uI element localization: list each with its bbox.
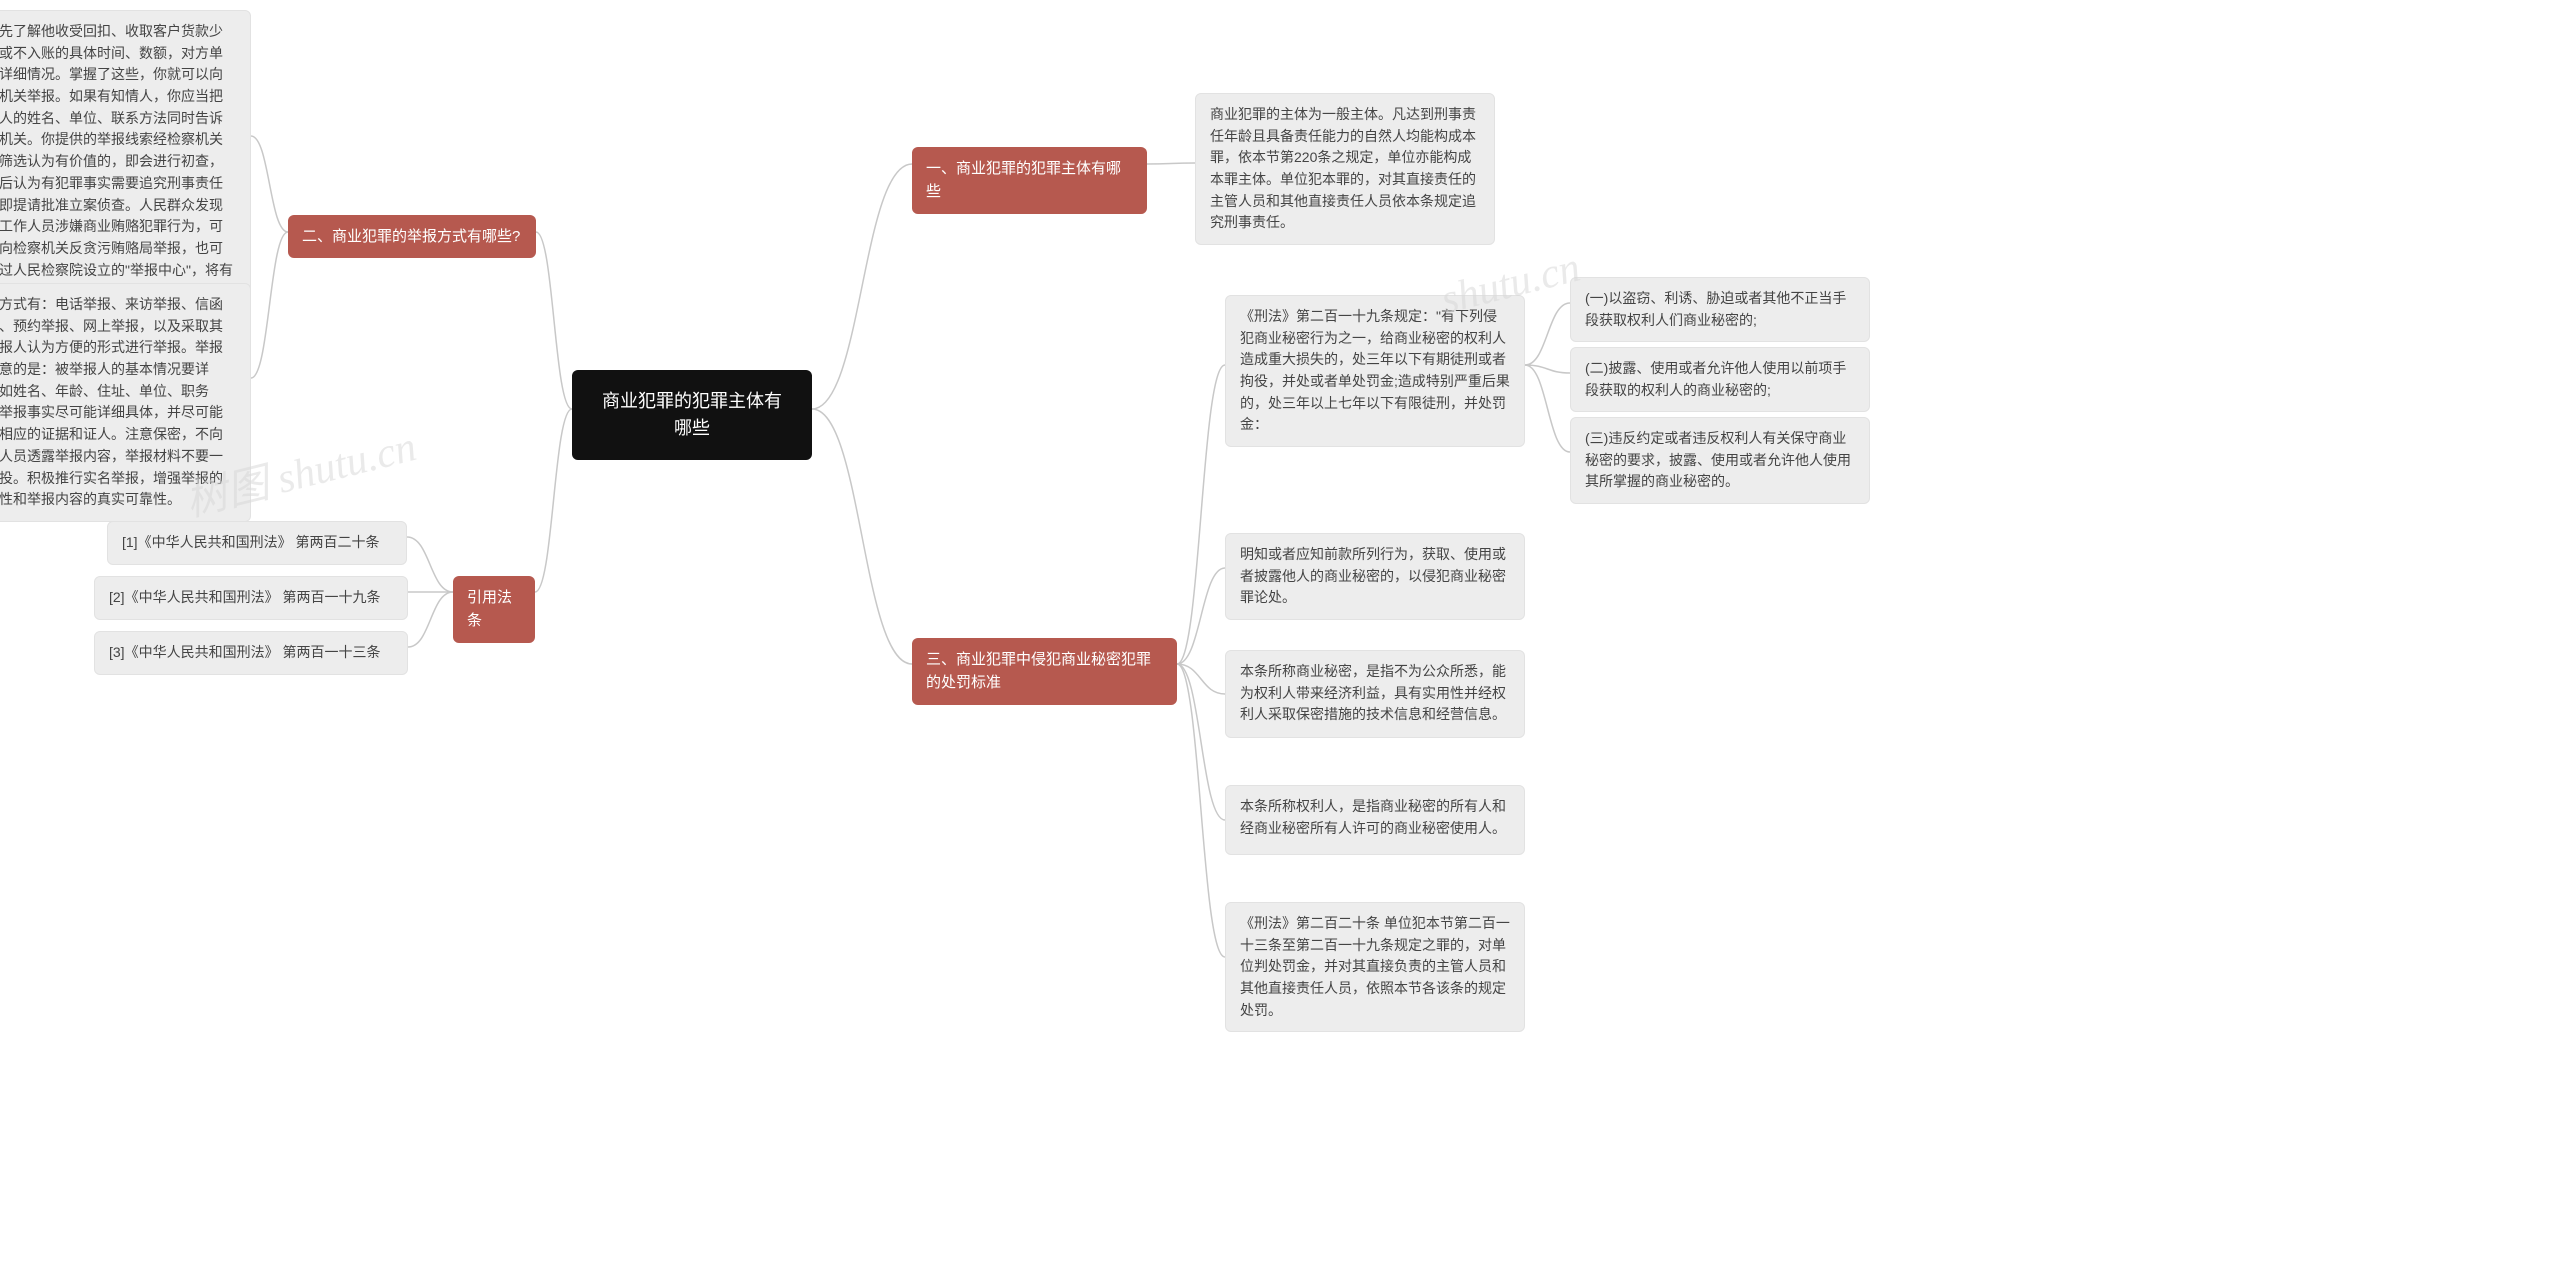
leaf-r3b: 明知或者应知前款所列行为，获取、使用或者披露他人的商业秘密的，以侵犯商业秘密罪论…	[1225, 533, 1525, 620]
leaf-r3a: 《刑法》第二百一十九条规定："有下列侵犯商业秘密行为之一，给商业秘密的权利人造成…	[1225, 295, 1525, 447]
connector	[407, 537, 453, 592]
leaf-r3a3: (三)违反约定或者违反权利人有关保守商业秘密的要求，披露、使用或者允许他人使用其…	[1570, 417, 1870, 504]
connector	[1177, 664, 1225, 694]
connector	[536, 232, 572, 409]
connector	[1147, 163, 1195, 164]
branch-l4: 引用法条	[453, 576, 535, 643]
leaf-l4a: [1]《中华人民共和国刑法》 第两百二十条	[107, 521, 407, 565]
leaf-l2a: 可以先了解他收受回扣、收取客户货款少入账或不入账的具体时间、数额，对方单位等详细…	[0, 10, 251, 314]
leaf-l4b: [2]《中华人民共和国刑法》 第两百一十九条	[94, 576, 408, 620]
branch-r3: 三、商业犯罪中侵犯商业秘密犯罪的处罚标准	[912, 638, 1177, 705]
connector	[251, 136, 288, 232]
leaf-r3e: 《刑法》第二百二十条 单位犯本节第二百一十三条至第二百一十九条规定之罪的，对单位…	[1225, 902, 1525, 1032]
connector	[812, 409, 912, 664]
leaf-l4c: [3]《中华人民共和国刑法》 第两百一十三条	[94, 631, 408, 675]
leaf-r3d: 本条所称权利人，是指商业秘密的所有人和经商业秘密所有人许可的商业秘密使用人。	[1225, 785, 1525, 855]
connector	[1177, 664, 1225, 957]
leaf-r3a1: (一)以盗窃、利诱、胁迫或者其他不正当手段获取权利人们商业秘密的;	[1570, 277, 1870, 342]
connector	[535, 409, 572, 592]
branch-r1: 一、商业犯罪的犯罪主体有哪些	[912, 147, 1147, 214]
branch-l2: 二、商业犯罪的举报方式有哪些?	[288, 215, 536, 258]
connector	[812, 164, 912, 409]
connector	[1177, 568, 1225, 664]
connector	[1525, 303, 1570, 365]
root-node: 商业犯罪的犯罪主体有哪些	[572, 370, 812, 460]
leaf-l2b: 举报方式有：电话举报、来访举报、信函举报、预约举报、网上举报，以及采取其他举报人…	[0, 283, 251, 522]
leaf-r3a2: (二)披露、使用或者允许他人使用以前项手段获取的权利人的商业秘密的;	[1570, 347, 1870, 412]
connector	[1177, 365, 1225, 664]
connector	[1525, 365, 1570, 452]
connector	[1525, 365, 1570, 373]
connector	[251, 232, 288, 378]
leaf-r3c: 本条所称商业秘密，是指不为公众所悉，能为权利人带来经济利益，具有实用性并经权利人…	[1225, 650, 1525, 738]
connector	[1177, 664, 1225, 820]
connector	[408, 592, 453, 647]
leaf-r1a: 商业犯罪的主体为一般主体。凡达到刑事责任年龄且具备责任能力的自然人均能构成本罪，…	[1195, 93, 1495, 245]
